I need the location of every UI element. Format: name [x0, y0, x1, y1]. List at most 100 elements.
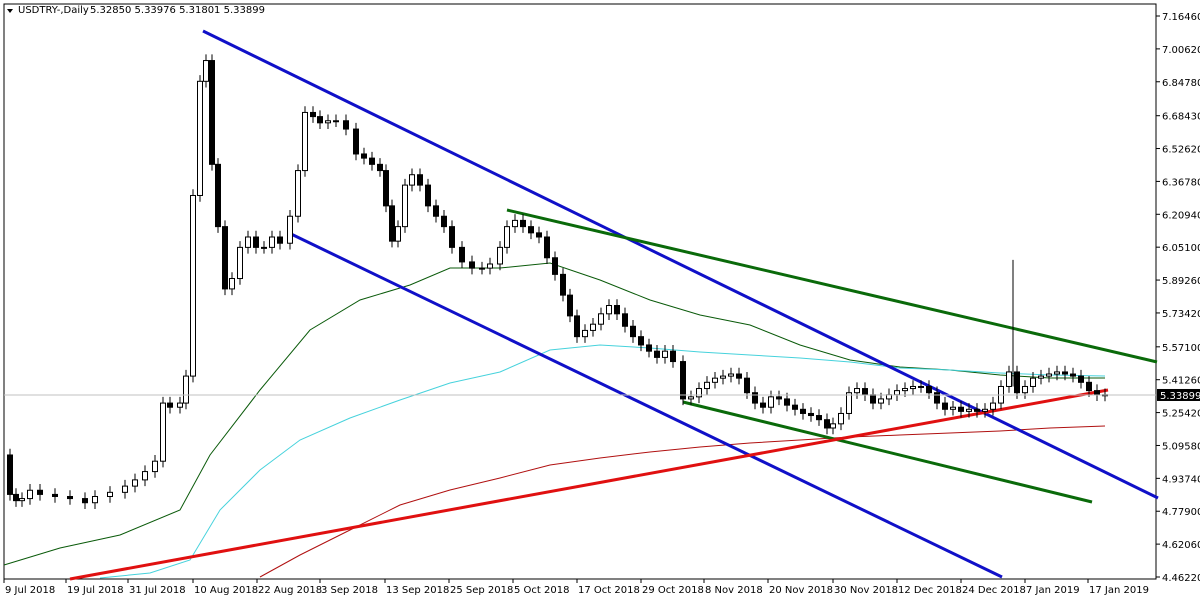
price-axis: 7.16460 7.00620 6.84780 6.68430 6.52620 6.367…: [1156, 12, 1200, 584]
bullish-candle: [590, 323, 596, 331]
trend-lines[interactable]: [69, 29, 1159, 581]
bearish-candle: [417, 174, 423, 186]
x-tick-label: 13 Sep 2018: [386, 585, 449, 596]
channel-lower-blue-line[interactable]: [288, 231, 1003, 579]
y-tick-label: 5.89260: [1162, 276, 1200, 287]
y-tick-label: 5.41260: [1162, 376, 1200, 387]
channel-lower-green-line[interactable]: [682, 400, 1093, 504]
bullish-candle: [504, 226, 510, 248]
x-tick-label: 8 Nov 2018: [705, 585, 763, 596]
y-tick-label: 6.36780: [1162, 177, 1200, 188]
bullish-candle: [177, 402, 183, 408]
bearish-candle: [808, 412, 814, 417]
bearish-candle: [459, 246, 465, 263]
bearish-candle: [1014, 371, 1020, 394]
bullish-candle: [395, 226, 401, 242]
bearish-candle: [800, 408, 806, 414]
bullish-candle: [982, 408, 988, 412]
bearish-candle: [167, 402, 173, 408]
symbol-label: USDTRY-,Daily: [18, 5, 89, 16]
bearish-candle: [560, 273, 566, 296]
y-tick-label: 6.52620: [1162, 145, 1200, 156]
bullish-candle: [302, 111, 308, 172]
x-tick-label: 3 Sep 2018: [321, 585, 378, 596]
bearish-candle: [82, 498, 88, 504]
bearish-candle: [222, 226, 228, 290]
bearish-candle: [784, 398, 790, 406]
bearish-candle: [1086, 381, 1092, 392]
bearish-candle: [361, 153, 367, 159]
bullish-candle: [190, 194, 196, 377]
y-tick-label: 5.73420: [1162, 309, 1200, 320]
bullish-candle: [696, 388, 702, 398]
bearish-candle: [377, 163, 383, 172]
bearish-candle: [614, 305, 620, 315]
bearish-candle: [752, 392, 758, 404]
bullish-candle: [203, 60, 209, 82]
bearish-candle: [958, 406, 964, 412]
x-tick-label: 22 Aug 2018: [258, 585, 322, 596]
bearish-candle: [1062, 371, 1068, 375]
bullish-candle: [237, 246, 243, 280]
bullish-candle: [27, 489, 33, 500]
x-tick-label: 30 Nov 2018: [834, 585, 898, 596]
current-price-tag: 5.33899: [1157, 388, 1200, 402]
bearish-candle: [622, 313, 628, 327]
bearish-candle: [567, 294, 573, 317]
bullish-candle: [768, 396, 774, 408]
bullish-candle: [712, 377, 718, 383]
x-tick-label: 29 Oct 2018: [642, 585, 704, 596]
bearish-candle: [792, 404, 798, 410]
chart-header: USDTRY-,Daily 5.32850 5.33976 5.31801 5.…: [7, 5, 265, 16]
bearish-candle: [13, 493, 19, 502]
dropdown-triangle-icon[interactable]: [7, 9, 13, 13]
moving-averages: [3, 262, 1106, 579]
x-tick-label: 17 Oct 2018: [578, 585, 640, 596]
bullish-candle: [1030, 377, 1036, 387]
bearish-candle: [638, 336, 644, 346]
y-tick-label: 6.05100: [1162, 243, 1200, 254]
bullish-candle: [1038, 375, 1044, 379]
bullish-candle: [902, 388, 908, 392]
bearish-candle: [544, 236, 550, 259]
bearish-candle: [67, 495, 73, 500]
bearish-candle: [469, 261, 475, 269]
support-red-trendline[interactable]: [69, 388, 1109, 581]
y-tick-label: 5.25420: [1162, 409, 1200, 420]
x-tick-label: 20 Nov 2018: [769, 585, 833, 596]
bearish-candle: [528, 226, 534, 234]
bearish-candle: [317, 116, 323, 124]
x-tick-label: 9 Jul 2018: [5, 585, 55, 596]
y-tick-label: 4.46220: [1162, 573, 1200, 584]
channel-upper-green-line[interactable]: [506, 208, 1158, 364]
bullish-candle: [497, 246, 503, 265]
bearish-candle: [942, 402, 948, 410]
y-tick-label: 7.00620: [1162, 45, 1200, 56]
bearish-candle: [536, 232, 542, 238]
bullish-candle: [160, 402, 166, 462]
bullish-candle: [132, 479, 138, 487]
candles: [7, 54, 1108, 509]
y-tick-label: 7.16460: [1162, 12, 1200, 23]
bullish-candle: [910, 385, 916, 390]
bullish-candle: [1054, 371, 1060, 375]
bullish-candle: [402, 184, 408, 228]
x-tick-label: 5 Oct 2018: [514, 585, 569, 596]
bearish-candle: [670, 350, 676, 363]
bullish-candle: [325, 120, 331, 124]
bullish-candle: [854, 388, 860, 394]
bullish-candle: [704, 381, 710, 390]
bullish-candle: [197, 80, 203, 196]
bearish-candle: [744, 377, 750, 394]
channel-upper-blue-line[interactable]: [202, 29, 1159, 500]
bearish-candle: [736, 373, 742, 379]
bullish-candle: [19, 498, 25, 502]
bearish-candle: [353, 128, 359, 155]
bearish-candle: [646, 344, 652, 352]
y-tick-label: 4.93740: [1162, 474, 1200, 485]
bullish-candle: [295, 170, 301, 217]
bullish-candle: [229, 278, 235, 290]
bearish-candle: [209, 60, 215, 165]
x-tick-label: 19 Jul 2018: [67, 585, 124, 596]
